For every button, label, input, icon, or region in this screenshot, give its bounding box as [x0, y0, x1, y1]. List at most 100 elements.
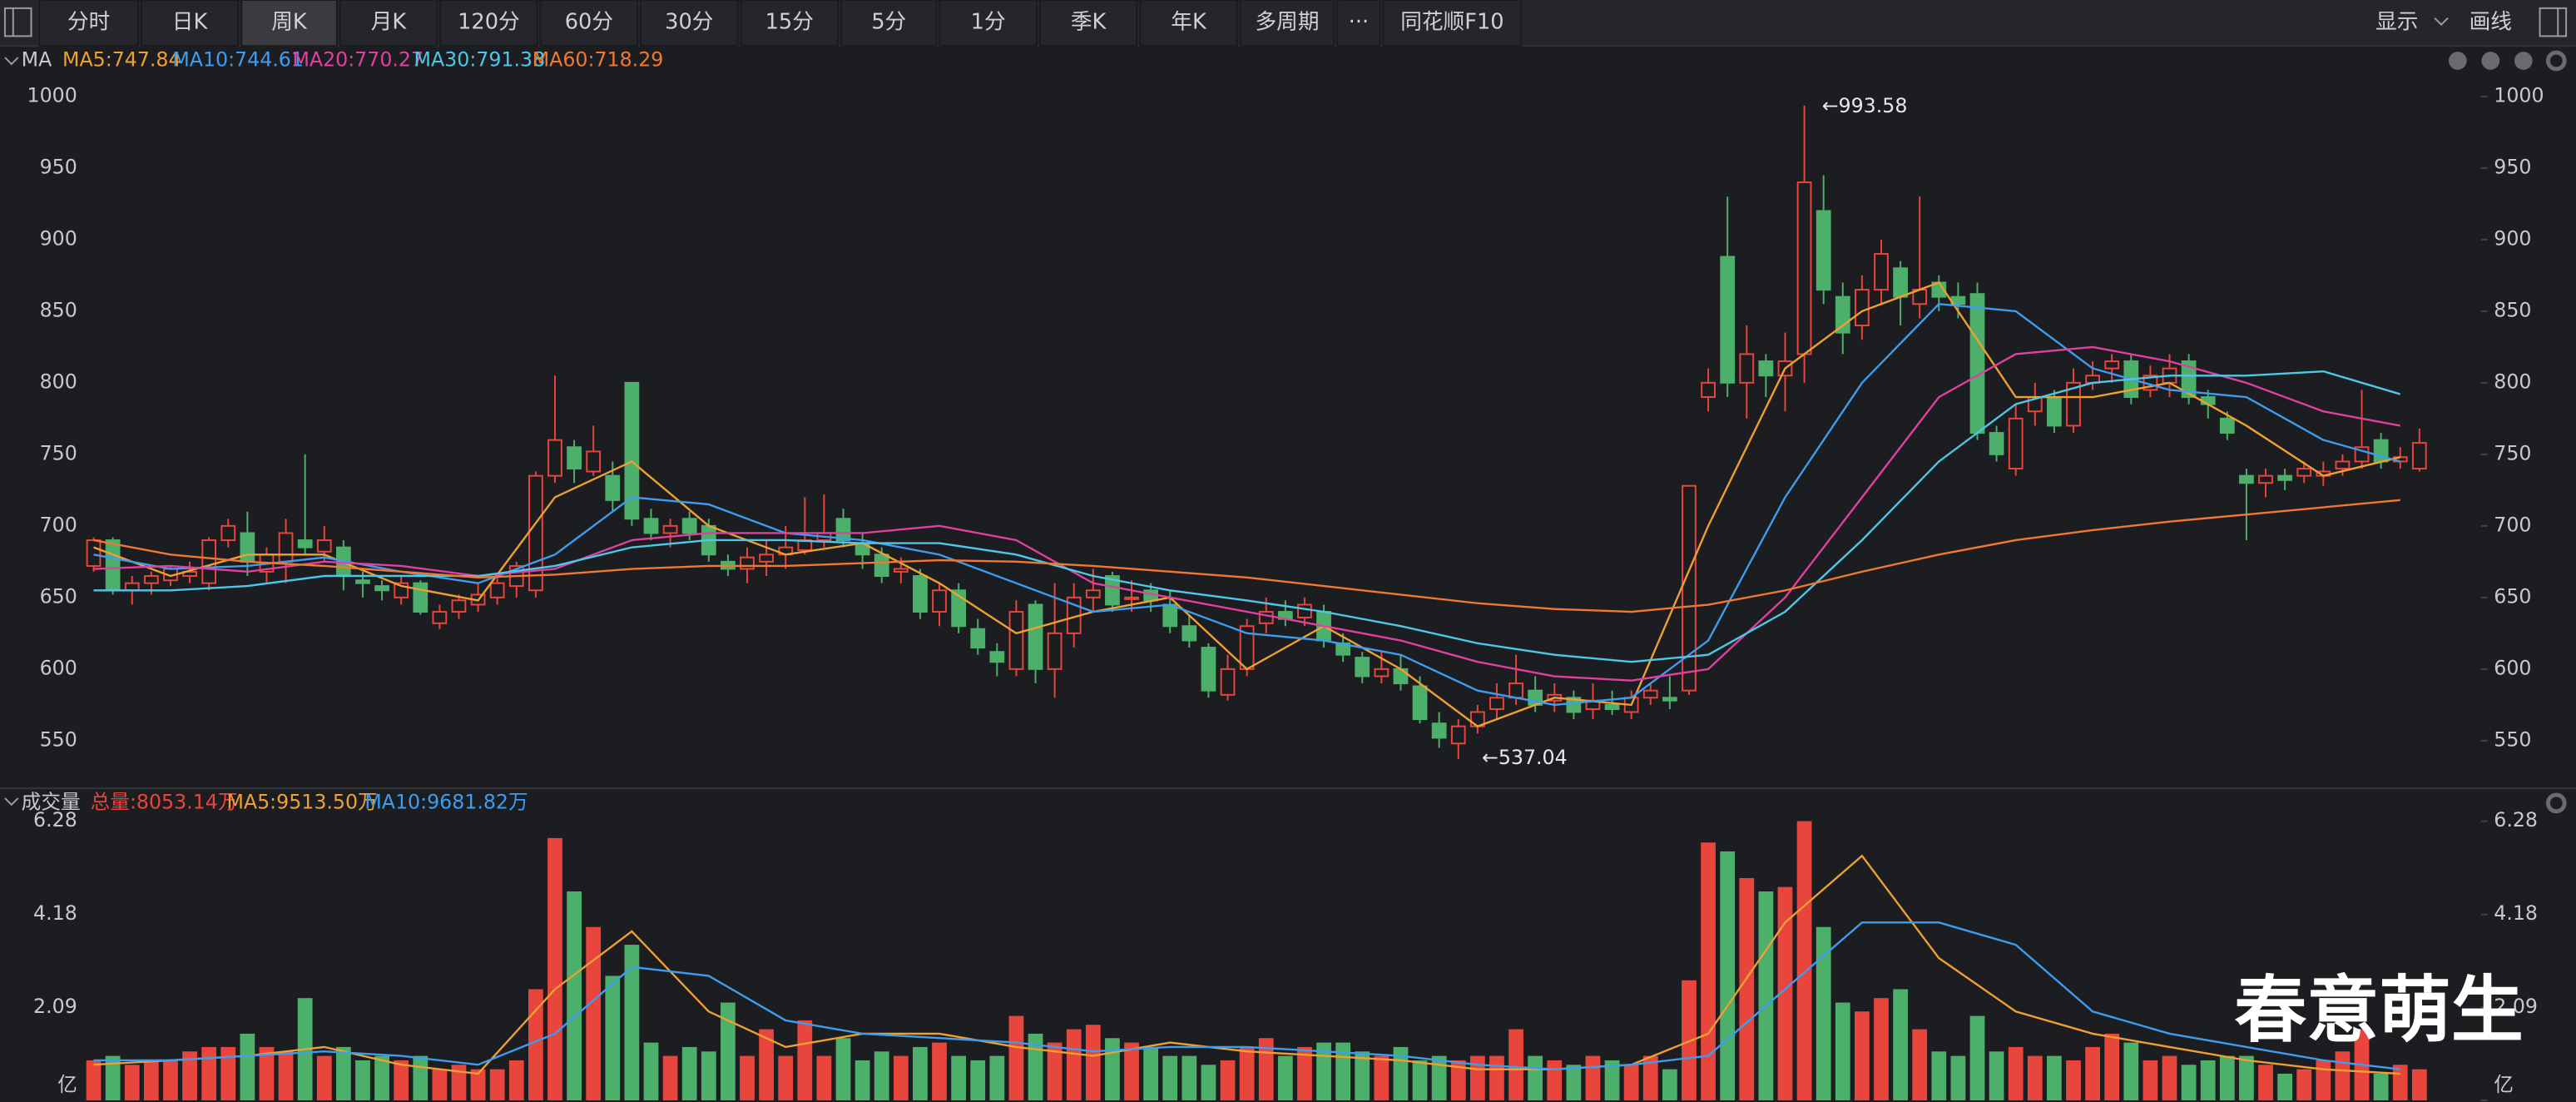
tab[interactable] — [640, 0, 739, 47]
tab[interactable] — [339, 0, 438, 47]
zoom-out[interactable] — [2448, 52, 2467, 70]
tab-label[interactable]: 15分 — [765, 10, 814, 35]
tab-label[interactable]: 月K — [371, 10, 408, 35]
candle-body — [1162, 603, 1178, 628]
tab[interactable] — [1239, 0, 1335, 47]
tab-label[interactable]: 1分 — [971, 10, 1006, 35]
volume-bar — [182, 1051, 197, 1101]
y-tick-label: 2.09 — [2494, 995, 2538, 1018]
settings[interactable] — [2545, 792, 2567, 814]
tab[interactable] — [1038, 0, 1138, 47]
volume-bar — [2200, 1060, 2216, 1101]
candle-body — [1969, 293, 1985, 434]
volume-bar — [1758, 891, 1774, 1101]
settings[interactable] — [2545, 50, 2567, 72]
candle-body — [1508, 683, 1523, 699]
volume-bar — [547, 837, 562, 1101]
candle-body — [1412, 685, 1428, 721]
y-tick-label: 750 — [40, 441, 77, 464]
volume-bar — [374, 1055, 389, 1101]
candle-body — [1105, 575, 1120, 606]
volume-bar — [1239, 1046, 1255, 1101]
tab-label[interactable]: ··· — [1349, 10, 1369, 35]
candle-body — [2008, 417, 2024, 470]
candle-body — [835, 518, 851, 542]
y-tick-label: 900 — [40, 226, 77, 250]
candle-body — [989, 651, 1005, 663]
tab-label[interactable]: 周K — [271, 10, 308, 35]
tab-label[interactable]: 日K — [172, 10, 209, 35]
volume-bar — [1566, 1065, 1582, 1101]
y-tick-label: 4.18 — [33, 901, 77, 925]
tab[interactable] — [1139, 0, 1238, 47]
volume-bar — [1931, 1051, 1947, 1101]
volume-bar — [932, 1042, 947, 1101]
panel-label: MA — [22, 48, 52, 72]
volume-bar — [1450, 1060, 1466, 1101]
tab[interactable] — [1382, 0, 1523, 47]
volume-bar — [1547, 1060, 1563, 1101]
layout-icon[interactable] — [3, 7, 32, 37]
candle-body — [201, 539, 217, 584]
candle-body — [874, 553, 889, 578]
tab[interactable] — [1336, 0, 1381, 47]
candle-body — [2066, 381, 2081, 427]
candle-body — [951, 589, 967, 628]
volume-bar — [105, 1055, 121, 1101]
tab[interactable] — [840, 0, 938, 47]
tab-label[interactable]: 60分 — [565, 10, 613, 35]
panel-icon[interactable] — [2539, 7, 2568, 37]
volume-bar — [1642, 1055, 1658, 1101]
close-panel[interactable] — [2514, 52, 2533, 70]
tab[interactable] — [38, 0, 139, 47]
y-tick-label: 900 — [2494, 226, 2531, 250]
volume-bar — [1585, 1055, 1601, 1101]
y-tick-label: 6.28 — [33, 808, 77, 831]
candle-body — [681, 518, 697, 534]
candle-body — [1028, 603, 1043, 670]
volume-bar — [1277, 1055, 1293, 1101]
candle-body — [932, 589, 947, 613]
tab[interactable] — [740, 0, 839, 47]
tab-label[interactable]: 5分 — [871, 10, 906, 35]
collapse-arrow — [4, 57, 19, 66]
candle-body — [1855, 289, 1870, 327]
tab-label[interactable]: 120分 — [458, 10, 520, 35]
volume-bar — [1950, 1055, 1966, 1101]
tab[interactable] — [240, 0, 338, 47]
ma-line — [93, 499, 2400, 613]
volume-bar — [1662, 1069, 1677, 1101]
candle-body — [1682, 484, 1697, 692]
legend-entry: MA60:718.29 — [533, 48, 664, 72]
display-menu[interactable]: 显示 — [2375, 10, 2418, 35]
zoom-in[interactable] — [2481, 52, 2500, 70]
y-tick-label: 550 — [40, 727, 77, 751]
tab-label[interactable]: 季K — [1071, 10, 1107, 35]
tab-label[interactable]: 30分 — [665, 10, 713, 35]
tab-label[interactable]: 分时 — [67, 10, 110, 35]
tab-label[interactable]: 多周期 — [1256, 10, 1320, 35]
tab-label[interactable]: 同花顺F10 — [1400, 10, 1503, 35]
tab[interactable] — [140, 0, 240, 47]
tab[interactable] — [539, 0, 639, 47]
volume-bar — [451, 1065, 467, 1101]
tab-label[interactable]: 年K — [1171, 10, 1207, 35]
candle-body — [1566, 697, 1582, 713]
candle-body — [2277, 474, 2293, 481]
volume-bar — [740, 1055, 755, 1101]
candle-body — [1374, 668, 1390, 678]
volume-bar — [643, 1042, 659, 1101]
candle-body — [124, 582, 140, 592]
volume-bar — [1855, 1011, 1870, 1101]
tab[interactable] — [939, 0, 1038, 47]
candle-body — [1758, 360, 1774, 377]
volume-bar — [662, 1055, 678, 1101]
volume-bar — [1777, 886, 1793, 1101]
draw-menu[interactable]: 画线 — [2469, 10, 2512, 35]
candle-body — [2335, 460, 2351, 470]
candle-body — [2181, 360, 2197, 399]
tab[interactable] — [439, 0, 538, 47]
volume-bar — [797, 1020, 813, 1101]
